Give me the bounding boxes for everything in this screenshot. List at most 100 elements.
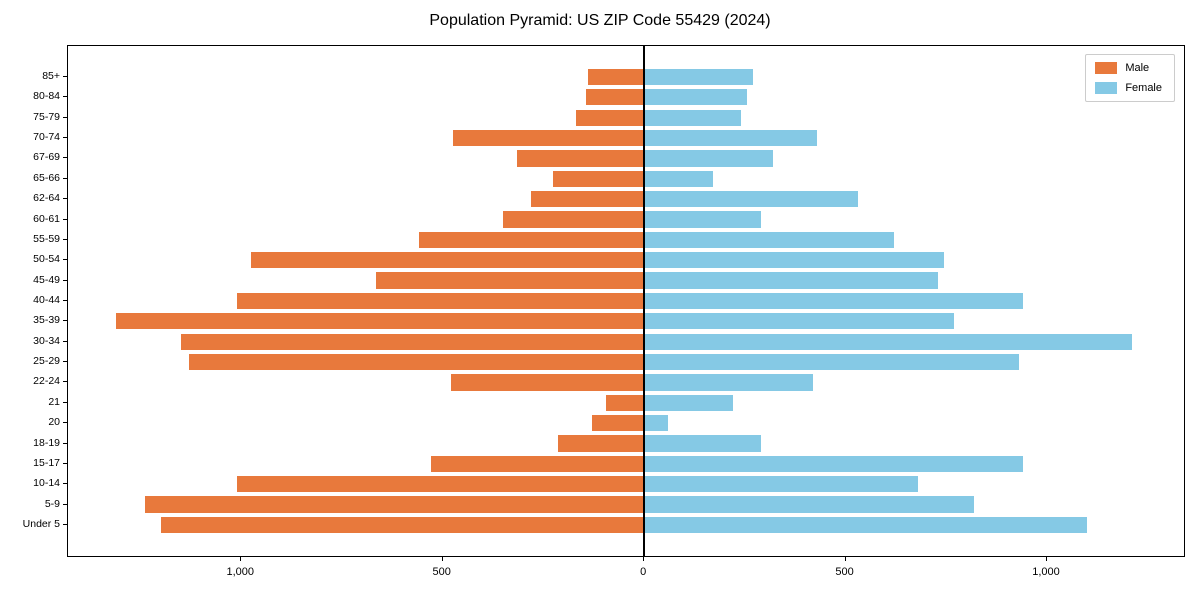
female-bar-55-59 <box>644 231 894 249</box>
female-bar-15-17 <box>644 455 1023 473</box>
x-tick-mark <box>441 557 443 561</box>
male-bar-80-84 <box>585 89 645 106</box>
male-legend-swatch <box>1095 62 1118 74</box>
y-tick-label-55-59: 55-59 <box>33 232 60 245</box>
female-bar-22-24 <box>644 374 814 391</box>
y-tick-label-18-19: 18-19 <box>33 436 60 449</box>
y-tick-mark <box>63 279 67 281</box>
y-tick-mark <box>63 157 67 159</box>
y-tick-mark <box>63 320 67 322</box>
y-tick-mark <box>63 462 67 464</box>
male-bar-15-17 <box>430 455 645 473</box>
y-tick-mark <box>63 238 67 240</box>
y-tick-label-50-54: 50-54 <box>33 253 60 266</box>
female-bar-21 <box>644 394 733 411</box>
plot-area: Male Female <box>67 45 1185 557</box>
male-bar-20 <box>591 415 645 432</box>
male-bar-70-74 <box>452 129 645 147</box>
female-bar-62-64 <box>644 191 858 208</box>
chart-title: Population Pyramid: US ZIP Code 55429 (2… <box>429 12 771 29</box>
male-bar-25-29 <box>188 353 645 371</box>
y-tick-mark <box>63 524 67 525</box>
y-tick-mark <box>63 422 67 424</box>
male-bar-22-24 <box>450 374 645 391</box>
y-tick-mark <box>63 483 67 485</box>
y-tick-label-80-84: 80-84 <box>33 90 60 103</box>
legend: Male Female <box>1085 54 1175 102</box>
female-bar-80-84 <box>644 89 747 106</box>
y-tick-label-70-74: 70-74 <box>33 131 60 144</box>
y-tick-label-under-5: Under 5 <box>22 518 60 530</box>
male-bar-45-49 <box>376 272 645 289</box>
y-tick-label-67-69: 67-69 <box>33 151 60 164</box>
y-tick-mark <box>63 177 67 179</box>
male-bar-21 <box>605 394 645 411</box>
female-bar-85+ <box>644 68 753 86</box>
y-tick-label-60-61: 60-61 <box>33 212 60 225</box>
x-tick-label-4: 1,000 <box>1032 566 1060 578</box>
male-bar-30-34 <box>180 333 645 350</box>
y-tick-label-5-9: 5-9 <box>44 497 60 510</box>
y-tick-mark <box>63 116 67 118</box>
legend-item-male: Male <box>1095 62 1162 74</box>
male-bar-18-19 <box>557 435 645 452</box>
y-tick-label-25-29: 25-29 <box>33 355 60 368</box>
male-bar-60-61 <box>503 211 645 228</box>
y-tick-label-15-17: 15-17 <box>33 456 60 469</box>
male-bar-62-64 <box>531 191 645 208</box>
female-bar-45-49 <box>644 272 939 289</box>
y-tick-mark <box>63 198 67 200</box>
y-tick-mark <box>63 96 67 98</box>
x-tick-label-2: 0 <box>640 566 647 578</box>
x-tick-mark <box>240 557 242 561</box>
male-bar-under-5 <box>160 516 645 534</box>
male-bar-40-44 <box>237 292 645 310</box>
male-bar-5-9 <box>144 496 645 513</box>
x-tick-mark <box>1046 557 1048 561</box>
female-bar-70-74 <box>644 129 818 147</box>
y-tick-label-22-24: 22-24 <box>33 375 60 388</box>
y-tick-mark <box>63 361 67 363</box>
female-bar-25-29 <box>644 353 1019 371</box>
female-bar-65-66 <box>644 170 713 187</box>
female-bar-50-54 <box>644 252 945 269</box>
x-tick-label-0: 1,000 <box>226 566 254 578</box>
y-tick-mark <box>63 381 67 383</box>
y-tick-label-20: 20 <box>48 416 60 429</box>
male-bar-50-54 <box>251 252 645 269</box>
female-bar-18-19 <box>644 435 761 452</box>
female-bar-5-9 <box>644 496 975 513</box>
female-legend-label: Female <box>1125 82 1162 94</box>
y-tick-label-45-49: 45-49 <box>33 273 60 286</box>
y-tick-mark <box>63 259 67 261</box>
male-bar-75-79 <box>575 109 645 126</box>
legend-item-female: Female <box>1095 82 1162 94</box>
male-bar-35-39 <box>116 313 645 330</box>
x-tick-label-3: 500 <box>835 566 854 578</box>
male-bar-10-14 <box>237 476 645 493</box>
y-tick-label-21: 21 <box>48 395 60 408</box>
female-bar-30-34 <box>644 333 1132 350</box>
y-tick-label-75-79: 75-79 <box>33 110 60 123</box>
female-bar-10-14 <box>644 476 919 493</box>
female-bar-75-79 <box>644 109 741 126</box>
female-bar-60-61 <box>644 211 761 228</box>
y-tick-label-65-66: 65-66 <box>33 171 60 184</box>
zero-axis-line <box>643 46 645 556</box>
y-tick-mark <box>63 218 67 220</box>
y-tick-mark <box>63 340 67 342</box>
y-tick-label-35-39: 35-39 <box>33 314 60 327</box>
male-bar-85+ <box>587 68 645 86</box>
x-tick-label-1: 500 <box>432 566 451 578</box>
y-tick-label-62-64: 62-64 <box>33 192 60 205</box>
y-tick-mark <box>63 503 67 505</box>
y-tick-label-85+: 85+ <box>42 70 60 82</box>
female-legend-swatch <box>1095 82 1118 94</box>
y-tick-mark <box>63 137 67 139</box>
male-bar-65-66 <box>553 170 645 187</box>
female-bar-under-5 <box>644 516 1088 534</box>
y-tick-mark <box>63 442 67 444</box>
male-legend-label: Male <box>1125 62 1150 74</box>
x-tick-mark <box>844 557 846 561</box>
